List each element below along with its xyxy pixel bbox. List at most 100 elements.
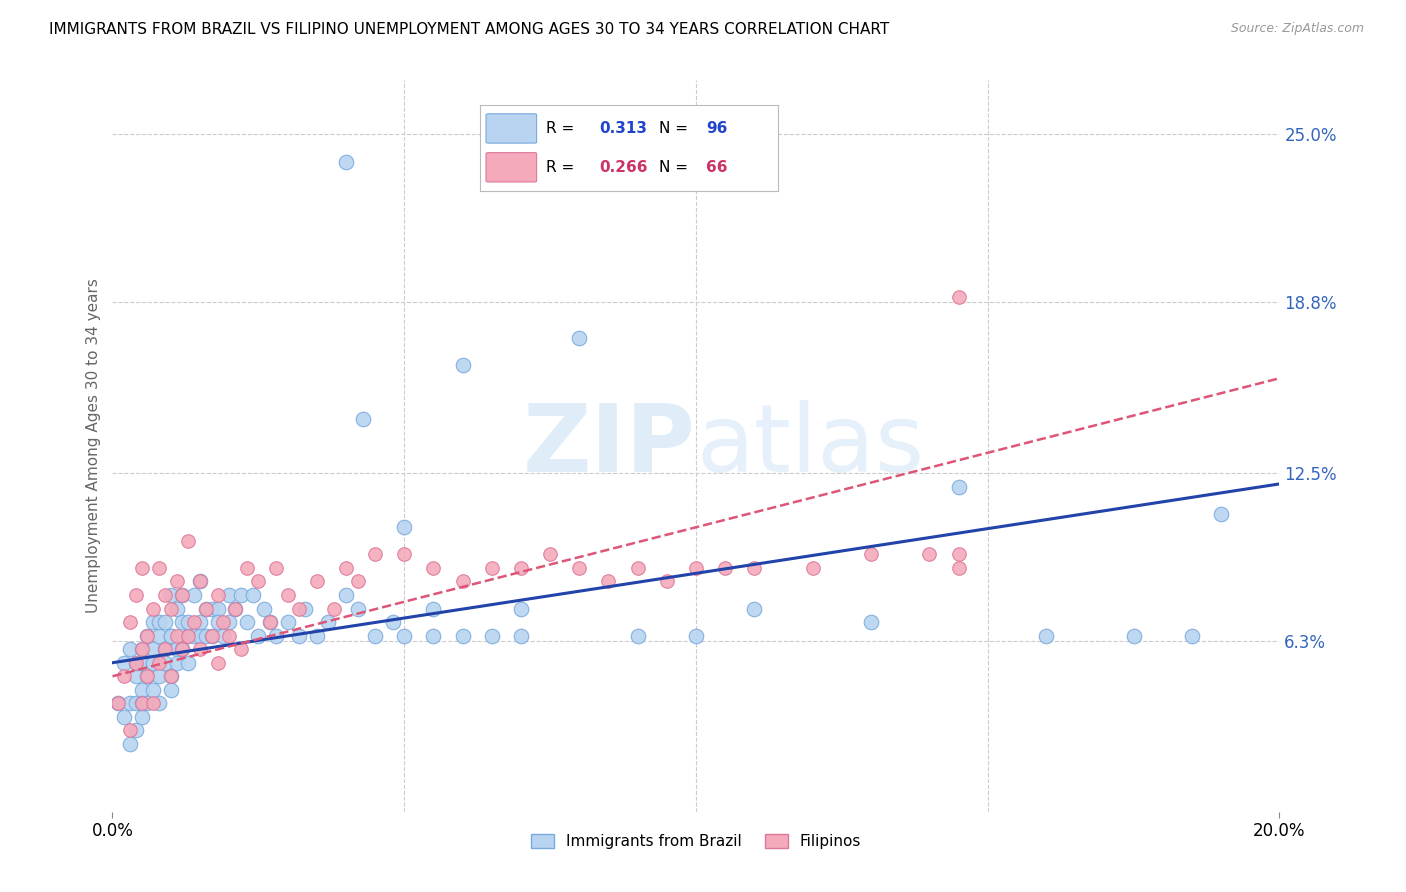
Point — [207, 601, 229, 615]
Point — [451, 629, 474, 643]
Point — [177, 629, 200, 643]
Point — [655, 574, 678, 589]
Point — [335, 588, 357, 602]
Point — [1209, 507, 1232, 521]
Point — [177, 533, 200, 548]
Text: IMMIGRANTS FROM BRAZIL VS FILIPINO UNEMPLOYMENT AMONG AGES 30 TO 34 YEARS CORREL: IMMIGRANTS FROM BRAZIL VS FILIPINO UNEMP… — [49, 22, 890, 37]
Point — [259, 615, 281, 629]
Point — [948, 290, 970, 304]
Point — [627, 629, 650, 643]
Point — [172, 642, 194, 657]
Point — [218, 588, 240, 602]
Legend: Immigrants from Brazil, Filipinos: Immigrants from Brazil, Filipinos — [524, 828, 868, 855]
Point — [218, 629, 240, 643]
Point — [742, 601, 765, 615]
Point — [218, 615, 240, 629]
Point — [183, 615, 205, 629]
Point — [118, 737, 141, 751]
Point — [112, 710, 135, 724]
Point — [276, 588, 298, 602]
Point — [107, 697, 129, 711]
Point — [153, 642, 176, 657]
Point — [160, 682, 183, 697]
Point — [153, 642, 176, 657]
Point — [394, 629, 416, 643]
Point — [201, 601, 224, 615]
Point — [194, 629, 217, 643]
Point — [118, 615, 141, 629]
Point — [394, 547, 416, 561]
Point — [136, 656, 159, 670]
Point — [364, 547, 387, 561]
Point — [177, 656, 200, 670]
Point — [160, 601, 183, 615]
Point — [118, 723, 141, 738]
Point — [188, 642, 211, 657]
Point — [201, 629, 224, 643]
Point — [323, 601, 346, 615]
Point — [276, 615, 298, 629]
Point — [481, 629, 503, 643]
Point — [229, 588, 252, 602]
Point — [131, 682, 153, 697]
Text: atlas: atlas — [696, 400, 924, 492]
Point — [166, 642, 188, 657]
Point — [148, 615, 170, 629]
Point — [207, 615, 229, 629]
Point — [142, 615, 165, 629]
Point — [194, 601, 217, 615]
Point — [136, 669, 159, 683]
Point — [422, 561, 444, 575]
Point — [112, 669, 135, 683]
Point — [509, 601, 531, 615]
Point — [188, 574, 211, 589]
Point — [131, 697, 153, 711]
Point — [136, 629, 159, 643]
Point — [1122, 629, 1144, 643]
Point — [188, 629, 211, 643]
Point — [451, 358, 474, 372]
Point — [1035, 629, 1057, 643]
Point — [118, 642, 141, 657]
Point — [253, 601, 276, 615]
Point — [207, 656, 229, 670]
Point — [148, 669, 170, 683]
Point — [125, 669, 148, 683]
Point — [1181, 629, 1204, 643]
Point — [201, 629, 224, 643]
Point — [352, 412, 374, 426]
Point — [142, 656, 165, 670]
Point — [224, 601, 246, 615]
Point — [264, 561, 287, 575]
Point — [288, 601, 311, 615]
Point — [381, 615, 404, 629]
Point — [188, 574, 211, 589]
Point — [742, 561, 765, 575]
Point — [801, 561, 824, 575]
Point — [188, 615, 211, 629]
Point — [364, 629, 387, 643]
Point — [288, 629, 311, 643]
Point — [118, 697, 141, 711]
Point — [224, 601, 246, 615]
Point — [335, 154, 357, 169]
Point — [318, 615, 340, 629]
Point — [948, 480, 970, 494]
Point — [148, 656, 170, 670]
Point — [305, 629, 328, 643]
Point — [685, 561, 707, 575]
Point — [451, 574, 474, 589]
Point — [394, 520, 416, 534]
Point — [131, 697, 153, 711]
Text: Source: ZipAtlas.com: Source: ZipAtlas.com — [1230, 22, 1364, 36]
Point — [172, 615, 194, 629]
Point — [142, 682, 165, 697]
Point — [235, 561, 257, 575]
Point — [142, 642, 165, 657]
Point — [918, 547, 941, 561]
Point — [177, 629, 200, 643]
Point — [112, 656, 135, 670]
Point — [125, 656, 148, 670]
Point — [422, 601, 444, 615]
Point — [136, 697, 159, 711]
